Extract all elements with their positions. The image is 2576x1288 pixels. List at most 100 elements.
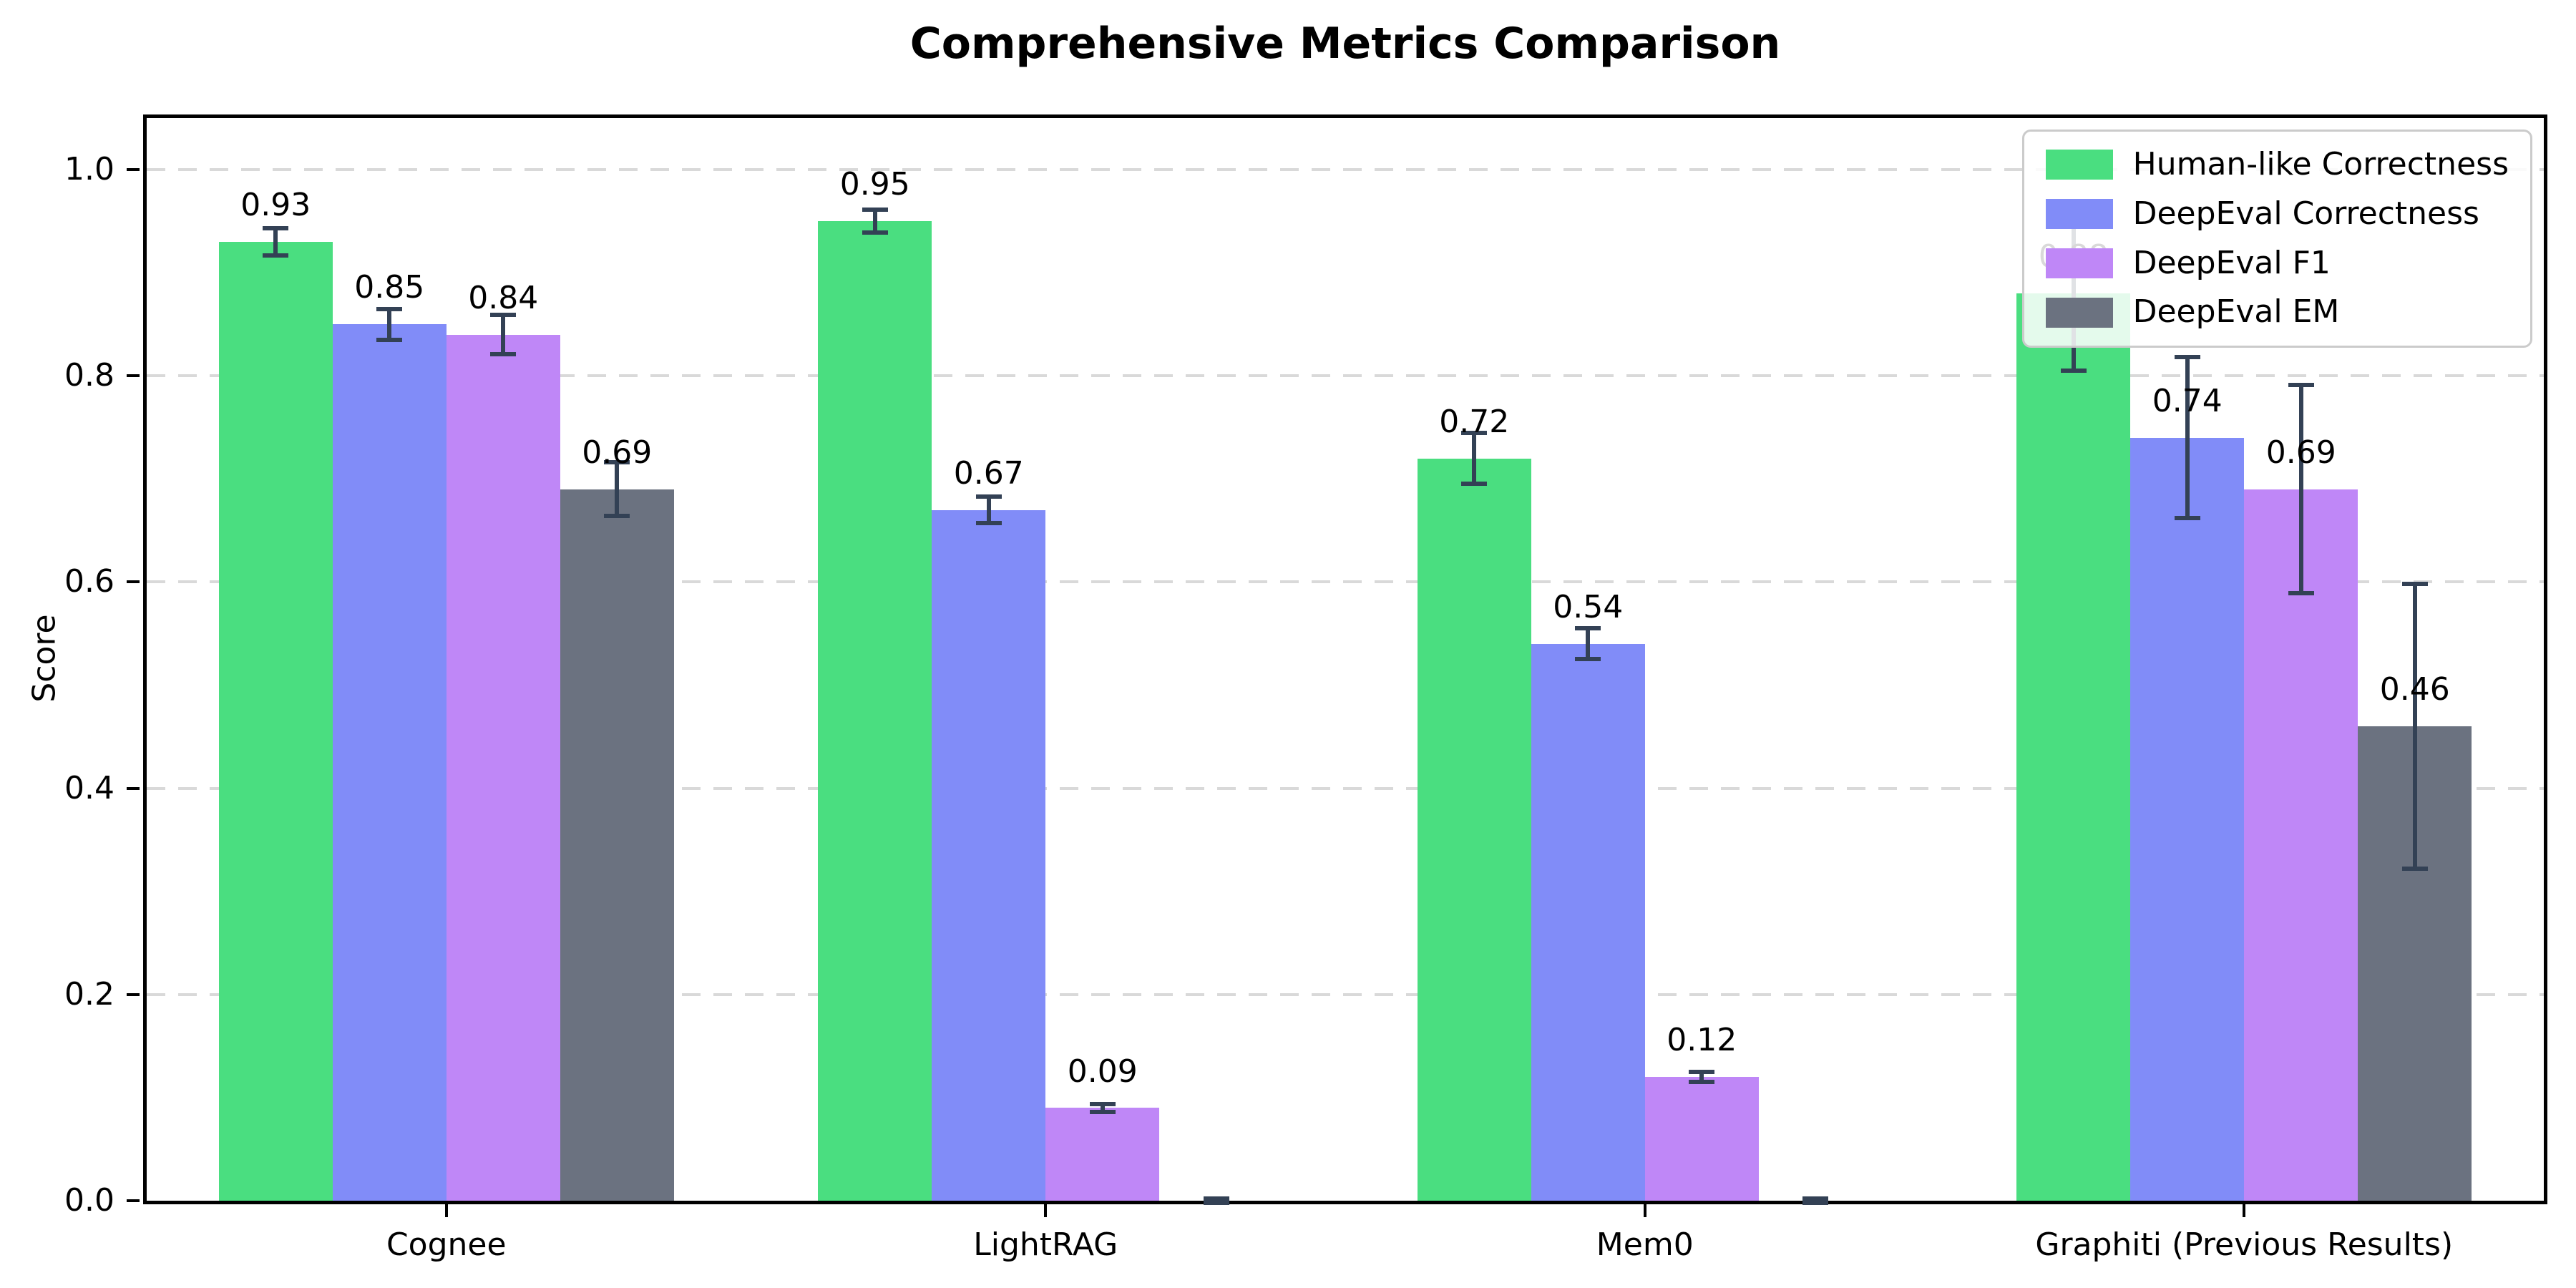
value-label: 0.95 xyxy=(839,166,910,203)
x-tick-mark xyxy=(1044,1204,1048,1217)
value-label: 0.12 xyxy=(1667,1022,1737,1059)
error-bar-cap-top xyxy=(2174,355,2200,360)
legend-label: DeepEval F1 xyxy=(2132,244,2331,281)
legend-item: DeepEval EM xyxy=(2045,293,2509,331)
y-tick-label: 0.6 xyxy=(64,563,114,600)
error-bar xyxy=(1461,430,1488,487)
error-bar-cap-top xyxy=(604,460,630,465)
y-tick-label: 0.0 xyxy=(64,1182,114,1219)
bar xyxy=(1644,1077,1759,1201)
error-bar-cap-bottom xyxy=(1689,1080,1715,1085)
error-bar-cap-top xyxy=(862,208,888,213)
error-bar-cap-top xyxy=(1802,1196,1829,1201)
y-tick-label: 0.8 xyxy=(64,357,114,394)
gridline xyxy=(147,992,2544,996)
bar xyxy=(1531,643,1645,1201)
value-label: 0.93 xyxy=(240,187,311,224)
error-bar-line xyxy=(2185,355,2190,520)
error-bar xyxy=(490,313,517,356)
error-bar-line xyxy=(2412,582,2417,871)
gridline xyxy=(147,374,2544,378)
error-bar xyxy=(376,306,403,342)
error-bar-cap-bottom xyxy=(604,514,630,519)
legend-label: Human-like Correctness xyxy=(2132,146,2509,182)
error-bar xyxy=(604,460,630,519)
x-tick-mark xyxy=(2243,1204,2246,1217)
bar-column: 0.93 0.85 0.84 0.69 Cognee xyxy=(147,118,746,1263)
gridline xyxy=(147,786,2544,790)
error-bar-cap-bottom xyxy=(1575,657,1601,662)
legend-label: DeepEval EM xyxy=(2132,293,2340,331)
error-bar xyxy=(1689,1070,1715,1085)
chart-title: Comprehensive Metrics Comparison xyxy=(909,19,1781,69)
error-bar-cap-bottom xyxy=(975,521,1002,526)
error-bar-cap-top xyxy=(376,306,403,311)
error-bar-cap-top xyxy=(1575,626,1601,631)
error-bar-cap-top xyxy=(263,226,289,231)
error-bar xyxy=(1802,1196,1829,1205)
error-bar-line xyxy=(1699,1070,1704,1085)
error-bar xyxy=(263,226,289,258)
y-tick-mark xyxy=(127,168,140,172)
y-tick-label: 1.0 xyxy=(64,151,114,188)
value-label: 0.67 xyxy=(953,454,1024,492)
error-bar xyxy=(2288,383,2314,596)
y-axis-label: Score xyxy=(26,614,63,703)
legend-item: DeepEval Correctness xyxy=(2045,195,2509,233)
error-bar xyxy=(2174,355,2200,520)
value-label: 0.69 xyxy=(582,434,653,471)
gridline xyxy=(147,168,2544,172)
error-bar-cap-bottom xyxy=(2060,368,2087,373)
error-bar xyxy=(1203,1196,1229,1205)
legend-item: DeepEval F1 xyxy=(2045,244,2509,283)
legend-label: DeepEval Correctness xyxy=(2132,195,2479,232)
error-bar-cap-top xyxy=(490,313,517,318)
error-bar xyxy=(862,208,888,235)
error-bar xyxy=(1089,1101,1116,1114)
bar xyxy=(2016,293,2131,1201)
x-category-label: LightRAG xyxy=(973,1226,1118,1263)
bar xyxy=(446,334,560,1201)
value-label: 0.85 xyxy=(354,269,425,306)
value-label: 0.09 xyxy=(1067,1053,1138,1090)
y-tick-mark xyxy=(127,580,140,584)
error-bar-cap-bottom xyxy=(1802,1200,1829,1205)
x-tick-mark xyxy=(1643,1204,1646,1217)
legend-swatch xyxy=(2045,199,2113,230)
y-tick-mark xyxy=(127,1199,140,1202)
error-bar-cap-top xyxy=(1461,430,1488,435)
bar xyxy=(2244,489,2358,1201)
value-label: 0.84 xyxy=(468,279,539,316)
legend: Human-like Correctness DeepEval Correctne… xyxy=(2021,130,2532,348)
bar-column: 0.95 0.67 0.09 LightRAG xyxy=(746,118,1346,1263)
bar xyxy=(818,221,932,1201)
x-tick-mark xyxy=(444,1204,448,1217)
y-tick-label: 0.4 xyxy=(64,769,114,806)
legend-swatch xyxy=(2045,297,2113,328)
x-category-label: Cognee xyxy=(386,1226,507,1263)
y-tick-label: 0.2 xyxy=(64,975,114,1013)
error-bar-line xyxy=(872,208,877,235)
error-bar-line xyxy=(1586,626,1591,662)
bar xyxy=(332,324,447,1201)
x-category-label: Graphiti (Previous Results) xyxy=(2035,1226,2454,1263)
legend-item: Human-like Correctness xyxy=(2045,146,2509,184)
error-bar-cap-bottom xyxy=(1461,482,1488,487)
error-bar-cap-bottom xyxy=(376,337,403,342)
error-bar-cap-top xyxy=(2401,582,2428,587)
bar xyxy=(1045,1108,1160,1201)
y-tick-mark xyxy=(127,992,140,996)
error-bar-cap-bottom xyxy=(490,351,517,356)
error-bar-line xyxy=(615,460,620,519)
bar-column: 0.72 0.54 0.12 Mem0 xyxy=(1345,118,1945,1263)
value-label: 0.72 xyxy=(1439,403,1510,440)
value-label: 0.54 xyxy=(1553,589,1624,626)
value-label: 0.46 xyxy=(2379,671,2450,708)
bar xyxy=(1417,458,1531,1201)
error-bar-line xyxy=(501,313,506,356)
error-bar-line xyxy=(1100,1101,1105,1114)
x-category-label: Mem0 xyxy=(1596,1226,1694,1263)
error-bar-cap-top xyxy=(975,494,1002,499)
error-bar-cap-top xyxy=(1089,1101,1116,1106)
